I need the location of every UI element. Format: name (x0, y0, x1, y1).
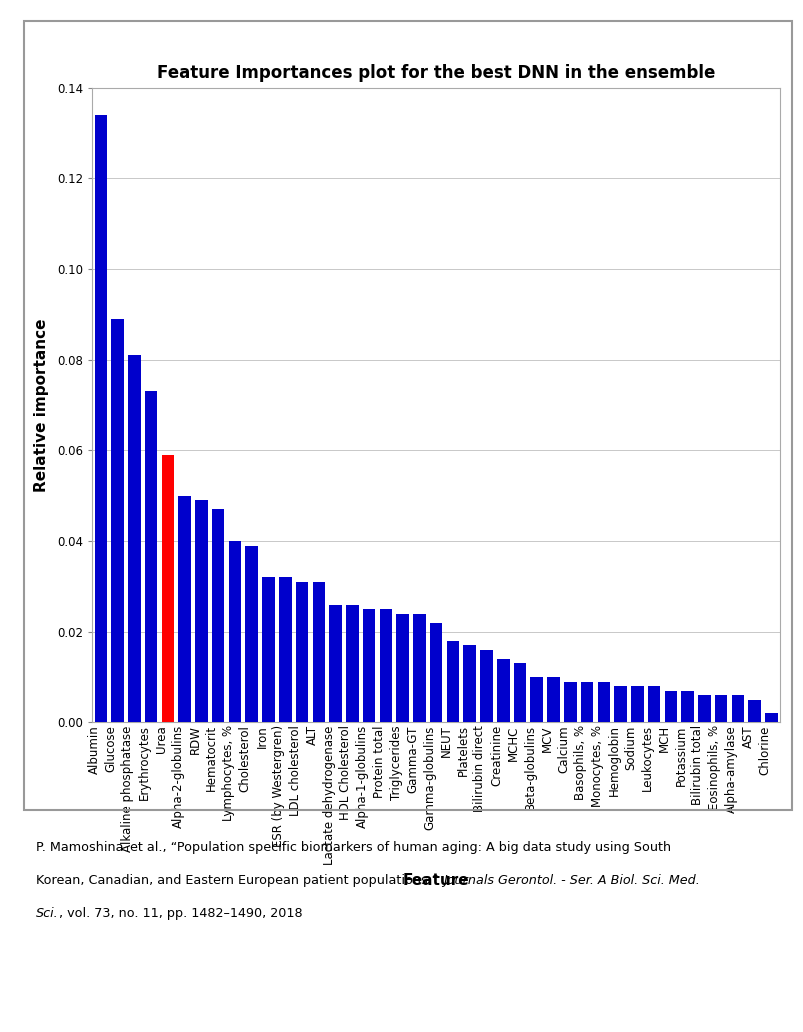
Bar (195, 501, 207, 722)
Bar (262, 577, 275, 722)
Text: Journals Gerontol. - Ser. A Biol. Sci. Med.: Journals Gerontol. - Ser. A Biol. Sci. M… (442, 874, 699, 888)
Bar (463, 645, 475, 722)
Bar (697, 696, 710, 722)
Bar (513, 664, 526, 722)
Bar (296, 582, 308, 722)
Bar (161, 455, 174, 722)
Bar (279, 577, 291, 722)
Bar (597, 681, 609, 722)
Bar (680, 690, 693, 722)
Bar (430, 622, 442, 722)
Bar (95, 115, 107, 722)
Bar (613, 686, 626, 722)
Bar (396, 614, 409, 722)
Bar (111, 319, 124, 722)
Y-axis label: Relative importance: Relative importance (34, 318, 49, 492)
Bar (748, 700, 760, 722)
Bar (128, 355, 141, 722)
Bar (145, 391, 157, 722)
Bar (714, 696, 727, 722)
Bar (764, 713, 777, 722)
Bar (630, 686, 643, 722)
Bar (228, 541, 241, 722)
Bar (479, 650, 492, 722)
Bar (413, 614, 425, 722)
Bar (580, 681, 593, 722)
Bar (664, 690, 676, 722)
Text: Korean, Canadian, and Eastern European patient populations,”: Korean, Canadian, and Eastern European p… (36, 874, 442, 888)
Bar (547, 677, 559, 722)
Bar (312, 582, 324, 722)
Bar (530, 677, 542, 722)
Bar (178, 495, 191, 722)
Text: Sci.: Sci. (36, 907, 59, 921)
Text: P. Mamoshina  et al., “Population specific biomarkers of human aging: A big data: P. Mamoshina et al., “Population specifi… (36, 841, 671, 854)
Bar (496, 659, 509, 722)
Bar (564, 681, 576, 722)
Bar (245, 546, 258, 722)
Bar (345, 605, 358, 722)
Bar (329, 605, 341, 722)
X-axis label: Feature: Feature (402, 873, 469, 888)
Bar (647, 686, 659, 722)
Title: Feature Importances plot for the best DNN in the ensemble: Feature Importances plot for the best DN… (157, 64, 715, 82)
Bar (362, 609, 375, 722)
Bar (379, 609, 392, 722)
Bar (212, 510, 224, 722)
Bar (446, 641, 459, 722)
Bar (731, 696, 744, 722)
Text: , vol. 73, no. 11, pp. 1482–1490, 2018: , vol. 73, no. 11, pp. 1482–1490, 2018 (59, 907, 302, 921)
